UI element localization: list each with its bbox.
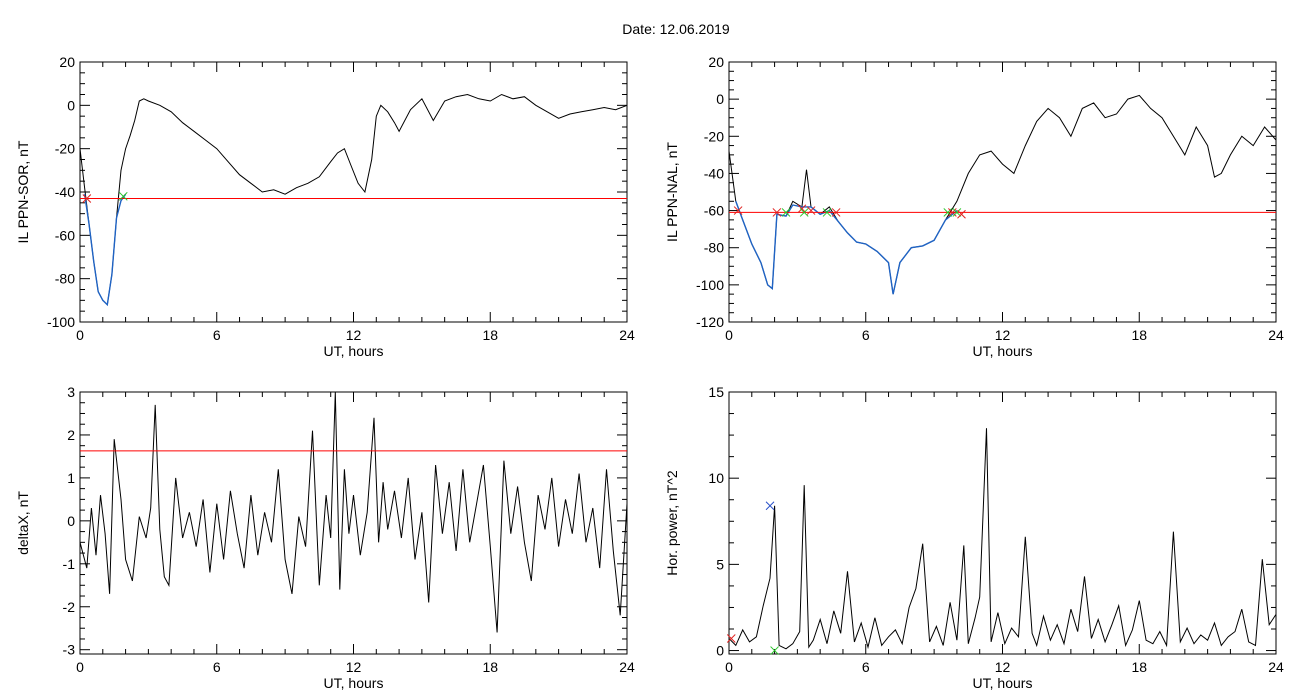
x-tick-label: 24 [1268, 659, 1284, 675]
series-line-black [729, 428, 1276, 650]
figure-title: Date: 12.06.2019 [622, 21, 730, 37]
y-tick-label: 0 [716, 91, 724, 107]
y-tick-label: -40 [704, 165, 724, 181]
y-tick-label: 20 [708, 54, 724, 70]
y-tick-label: -20 [55, 141, 75, 157]
x-axis-label: UT, hours [324, 343, 384, 359]
x-tick-label: 12 [995, 327, 1011, 343]
marker-blue [765, 501, 775, 511]
series-line-blue [83, 193, 127, 307]
y-tick-label: -100 [47, 314, 75, 330]
plot-frame [728, 391, 1277, 655]
y-tick-label: -20 [704, 128, 724, 144]
plot-frame [728, 61, 1277, 323]
x-tick-label: 18 [1131, 327, 1147, 343]
x-tick-label: 12 [346, 659, 362, 675]
y-tick-label: 15 [708, 384, 724, 400]
marker-red [733, 206, 743, 215]
marker-red [831, 208, 841, 217]
x-tick-label: 12 [995, 659, 1011, 675]
x-axis-label: UT, hours [973, 343, 1033, 359]
y-tick-label: -1 [63, 556, 76, 572]
marker-red [806, 206, 816, 215]
y-tick-label: -2 [63, 599, 76, 615]
x-tick-label: 6 [213, 659, 221, 675]
y-tick-label: -80 [55, 271, 75, 287]
y-tick-label: -40 [55, 184, 75, 200]
y-tick-label: 1 [67, 470, 75, 486]
y-tick-label: -60 [704, 203, 724, 219]
x-tick-label: 0 [76, 659, 84, 675]
x-tick-label: 18 [482, 327, 498, 343]
y-tick-label: -80 [704, 240, 724, 256]
x-tick-label: 12 [346, 327, 362, 343]
y-tick-label: -3 [63, 642, 76, 658]
marker-green [943, 208, 953, 217]
marker-green [781, 208, 791, 217]
y-tick-label: 3 [67, 384, 75, 400]
x-tick-label: 6 [862, 659, 870, 675]
panel-top-right: 0 6 12 18 24 -120 -100 -80 -60 -40 -20 0 20 UT, hours… [664, 54, 1284, 359]
y-axis-label: deltaX, nT [15, 491, 31, 555]
x-tick-label: 24 [619, 327, 635, 343]
marker-green [952, 208, 962, 217]
series-line-blue [735, 201, 958, 295]
x-tick-label: 24 [1268, 327, 1284, 343]
x-axis-label: UT, hours [973, 675, 1033, 691]
marker-green [799, 208, 809, 217]
x-axis-label: UT, hours [324, 675, 384, 691]
x-tick-label: 18 [482, 659, 498, 675]
plot-frame [79, 391, 628, 655]
y-axis-label: IL PPN-NAL, nT [664, 142, 680, 242]
y-tick-label: 5 [716, 556, 724, 572]
marker-red [948, 208, 957, 217]
marker-green [822, 208, 832, 217]
x-tick-label: 6 [213, 327, 221, 343]
marker-green [118, 191, 128, 201]
marker-red [957, 209, 966, 219]
y-tick-label: 0 [67, 97, 75, 113]
y-tick-label: 2 [67, 427, 75, 443]
y-tick-label: 20 [59, 54, 75, 70]
x-tick-label: 24 [619, 659, 635, 675]
marker-green [770, 646, 779, 655]
panel-top-left: 0 6 12 18 24 -100 -80 -60 -40 -20 0 20 UT, hours IL P… [15, 54, 635, 359]
plot-frame [79, 61, 628, 323]
y-tick-label: 10 [708, 470, 724, 486]
y-tick-label: -100 [696, 277, 724, 293]
y-axis-label: Hor. power, nT^2 [664, 470, 680, 576]
x-tick-label: 6 [862, 327, 870, 343]
x-tick-label: 0 [76, 327, 84, 343]
marker-red [726, 634, 736, 643]
y-tick-label: 0 [67, 513, 75, 529]
x-tick-label: 18 [1131, 659, 1147, 675]
panel-bottom-right: 0 6 12 18 24 0 5 10 15 UT, hours Hor. power, nT^2 [664, 384, 1284, 691]
series-line-black [80, 93, 627, 306]
marker-red [772, 208, 782, 217]
x-tick-label: 0 [725, 327, 733, 343]
y-axis-label: IL PPN-SOR, nT [15, 140, 31, 243]
y-tick-label: -60 [55, 227, 75, 243]
series-line-black [80, 392, 627, 633]
y-tick-label: -120 [696, 314, 724, 330]
y-tick-label: 0 [716, 643, 724, 659]
series-line-black [729, 94, 1276, 295]
x-tick-label: 0 [725, 659, 733, 675]
marker-red [82, 194, 92, 203]
